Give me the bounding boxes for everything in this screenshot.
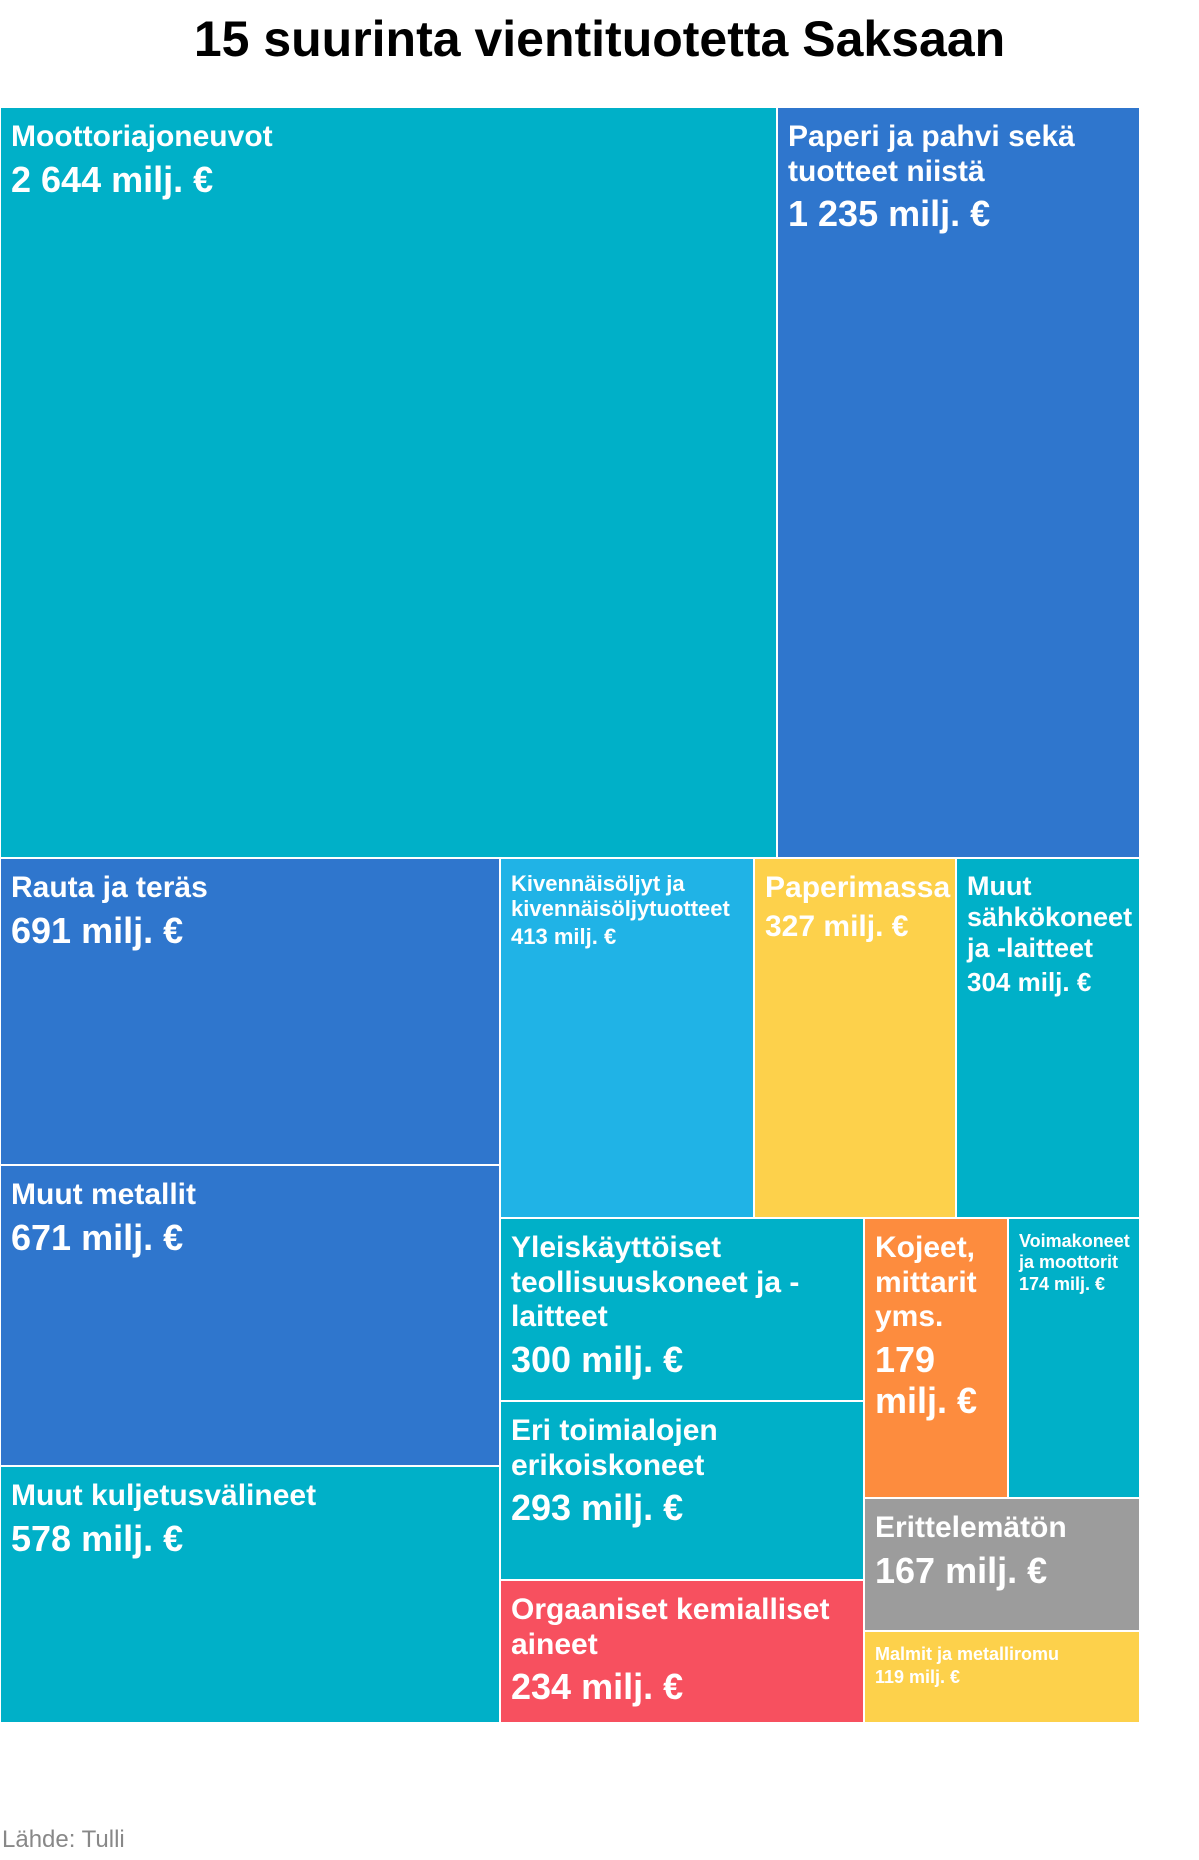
tile-muut-sahkokoneet-ja-laitteet: Muut sähkökoneet ja -laitteet 304 milj. € <box>956 858 1140 1218</box>
tile-value: 2 644 milj. € <box>11 158 214 200</box>
tile-value: 300 milj. € <box>511 1338 684 1380</box>
tile-label: Yleiskäyttöiset teollisuuskoneet ja -lai… <box>511 1231 800 1333</box>
tile-label: Moottoriajoneuvot <box>11 120 273 153</box>
tile-kojeet-mittarit-yms: Kojeet, mittarit yms. 179 milj. € <box>864 1218 1008 1498</box>
tile-paperimassa: Paperimassa 327 milj. € <box>754 858 956 1218</box>
tile-kivennaisoljyt-ja-kivennaisoljytuotteet: Kivennäisöljyt ja kivennäisöljytuotteet 4… <box>500 858 754 1218</box>
source-note: Lähde: Tulli <box>2 1826 125 1853</box>
tile-paperi-ja-pahvi-seka-tuotteet-niista: Paperi ja pahvi sekä tuotteet niistä 1 23… <box>777 107 1140 858</box>
tile-value: 327 milj. € <box>765 909 909 943</box>
tile-value: 119 milj. € <box>875 1666 961 1687</box>
tile-value: 671 milj. € <box>11 1216 184 1258</box>
tile-label: Kojeet, mittarit yms. <box>875 1231 977 1333</box>
tile-label: Muut metallit <box>11 1178 196 1211</box>
tile-eri-toimialojen-erikoiskoneet: Eri toimialojen erikoiskoneet 293 milj. € <box>500 1401 864 1580</box>
tile-label: Erittelemätön <box>875 1511 1067 1544</box>
tile-label: Orgaaniset kemialliset aineet <box>511 1593 830 1661</box>
treemap: Moottoriajoneuvot 2 644 milj. € Paperi ja … <box>0 107 1199 1812</box>
tile-orgaaniset-kemialliset-aineet: Orgaaniset kemialliset aineet 234 milj. € <box>500 1580 864 1723</box>
tile-value: 167 milj. € <box>875 1549 1048 1591</box>
tile-label: Kivennäisöljyt ja kivennäisöljytuotteet <box>511 871 730 922</box>
tile-value: 293 milj. € <box>511 1487 684 1528</box>
tile-label: Muut kuljetusvälineet <box>11 1479 317 1512</box>
tile-muut-kuljetusvalineet: Muut kuljetusvälineet 578 milj. € <box>0 1466 500 1723</box>
tile-label: Malmit ja metalliromu <box>875 1644 1060 1664</box>
tile-value: 1 235 milj. € <box>788 193 991 234</box>
tile-label: Paperi ja pahvi sekä tuotteet niistä <box>788 120 1075 188</box>
tile-label: Paperimassa <box>765 871 951 904</box>
tile-yleiskayttoiset-teollisuuskoneet-ja-laitteet: Yleiskäyttöiset teollisuuskoneet ja -lai… <box>500 1218 864 1401</box>
tile-label: Voimakoneet ja moottorit <box>1019 1231 1130 1272</box>
tile-value: 413 milj. € <box>511 923 617 949</box>
tile-value: 234 milj. € <box>511 1666 684 1707</box>
tile-label: Rauta ja teräs <box>11 871 208 904</box>
tile-value: 691 milj. € <box>11 909 184 951</box>
tile-label: Eri toimialojen erikoiskoneet <box>511 1414 718 1482</box>
tile-value: 179 milj. € <box>875 1338 978 1421</box>
tile-value: 174 milj. € <box>1019 1274 1106 1295</box>
tile-voimakoneet-ja-moottorit: Voimakoneet ja moottorit 174 milj. € <box>1008 1218 1140 1498</box>
tile-muut-metallit: Muut metallit 671 milj. € <box>0 1165 500 1466</box>
tile-moottoriajoneuvot: Moottoriajoneuvot 2 644 milj. € <box>0 107 777 858</box>
tile-value: 578 milj. € <box>11 1517 184 1559</box>
tile-value: 304 milj. € <box>967 967 1092 998</box>
tile-rauta-ja-teras: Rauta ja teräs 691 milj. € <box>0 858 500 1165</box>
tile-label: Muut sähkökoneet ja -laitteet <box>967 871 1133 964</box>
tile-malmit-ja-metalliromu: Malmit ja metalliromu 119 milj. € <box>864 1631 1140 1723</box>
chart-title: 15 suurinta vientituotetta Saksaan <box>193 11 1006 67</box>
tile-erittelematon: Erittelemätön 167 milj. € <box>864 1498 1140 1631</box>
